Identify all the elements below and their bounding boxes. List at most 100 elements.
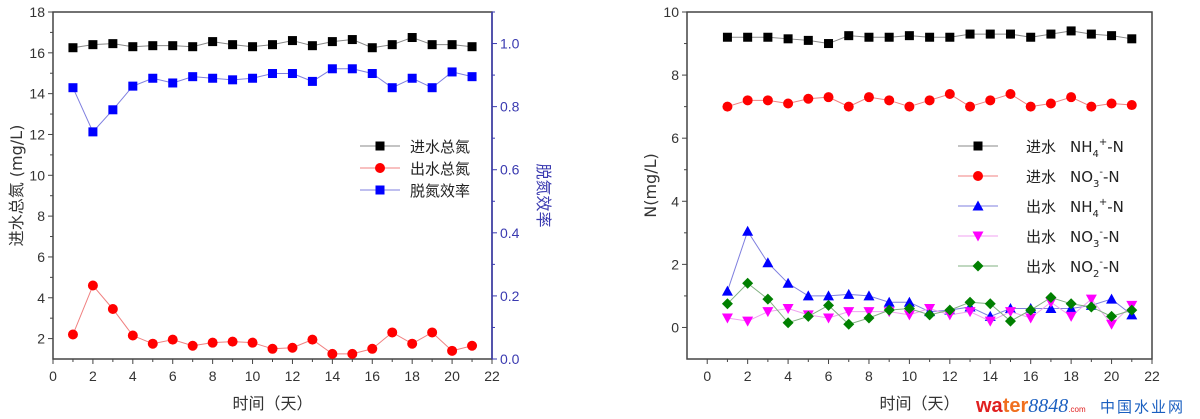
- data-point: [1025, 313, 1037, 324]
- data-point: [467, 42, 477, 52]
- y2-tick-label: 0.0: [500, 351, 520, 367]
- y-tick-label: 8: [671, 67, 679, 83]
- x-tick-label: 4: [784, 368, 792, 384]
- data-point: [108, 105, 118, 115]
- legend-marker: [375, 185, 385, 195]
- y-axis-label: 进水总氮 (mg/L): [7, 125, 26, 247]
- legend-label: 进水总氮: [410, 138, 470, 156]
- legend-entry: 进水总氮: [360, 138, 470, 156]
- data-point: [843, 288, 855, 299]
- watermark-brand: water8848.com: [975, 395, 1086, 417]
- data-point: [168, 41, 178, 51]
- x-tick-label: 16: [1023, 368, 1039, 384]
- legend-formula-tail: -N: [1103, 258, 1120, 276]
- legend-formula-base: NO: [1070, 258, 1093, 276]
- data-point: [88, 40, 98, 50]
- legend-formula-base: NO: [1070, 228, 1093, 246]
- x-tick-label: 6: [825, 368, 833, 384]
- y2-tick-label: 0.6: [500, 162, 520, 178]
- data-point: [783, 34, 793, 44]
- data-point: [207, 337, 218, 348]
- data-point: [1045, 98, 1056, 109]
- data-point: [1086, 29, 1096, 39]
- data-point: [762, 307, 774, 318]
- data-point: [742, 316, 754, 327]
- data-point: [884, 95, 895, 106]
- series-1: [722, 89, 1137, 112]
- data-point: [1086, 101, 1097, 112]
- data-point: [167, 334, 178, 345]
- data-point: [1045, 303, 1057, 314]
- data-point: [903, 310, 915, 321]
- data-point: [187, 340, 198, 351]
- x-tick-label: 8: [865, 368, 873, 384]
- data-point: [864, 32, 874, 42]
- legend-label: 出水总氮: [410, 160, 470, 178]
- data-point: [287, 69, 297, 79]
- x-tick-label: 18: [404, 368, 420, 384]
- data-point: [1046, 29, 1056, 39]
- x-axis-label: 时间（天）: [232, 394, 312, 413]
- data-point: [964, 307, 976, 318]
- data-point: [1025, 304, 1037, 316]
- watermark-brand-a: wa: [975, 395, 1004, 417]
- data-point: [924, 309, 936, 321]
- legend-formula-base: NH: [1070, 138, 1093, 156]
- legend-formula-tail: -N: [1107, 138, 1124, 156]
- data-point: [307, 76, 317, 86]
- y2-tick-label: 0.2: [500, 288, 520, 304]
- data-point: [407, 33, 417, 43]
- legend-formula-tail: -N: [1103, 168, 1120, 186]
- y-tick-label: 14: [29, 86, 45, 102]
- data-point: [427, 327, 438, 338]
- data-point: [1065, 298, 1077, 310]
- data-point: [802, 310, 814, 322]
- data-point: [128, 81, 138, 91]
- y-tick-label: 18: [29, 4, 45, 20]
- x-tick-label: 16: [364, 368, 380, 384]
- data-point: [843, 307, 855, 318]
- data-point: [1066, 26, 1076, 36]
- data-point: [722, 101, 733, 112]
- y2-tick-label: 0.4: [500, 225, 520, 241]
- data-point: [742, 225, 754, 236]
- data-point: [803, 35, 813, 45]
- data-point: [347, 35, 357, 45]
- data-point: [148, 41, 158, 51]
- data-point: [945, 32, 955, 42]
- legend-formula-tail: -N: [1107, 198, 1124, 216]
- watermark-cn: 中国水业网: [1100, 398, 1185, 416]
- legend-formula-sub: 4: [1093, 209, 1099, 220]
- x-tick-label: 10: [902, 368, 918, 384]
- y2-axis-label: 脱氮效率: [534, 163, 553, 227]
- watermark-logo: water8848.com 中国水业网: [975, 395, 1185, 417]
- data-point: [427, 40, 437, 50]
- legend-entry: 进水 NO3--N: [958, 167, 1120, 190]
- legend-formula: NO2--N: [1070, 257, 1120, 280]
- data-point: [188, 72, 198, 82]
- data-point: [467, 72, 477, 82]
- data-point: [944, 304, 956, 316]
- data-point: [924, 95, 935, 106]
- data-point: [127, 330, 138, 341]
- legend-formula-sup: -: [1099, 227, 1103, 238]
- data-point: [721, 285, 733, 296]
- legend-marker: [973, 141, 983, 151]
- data-point: [287, 342, 298, 353]
- data-point: [964, 296, 976, 308]
- data-point: [1106, 293, 1118, 304]
- data-point: [925, 32, 935, 42]
- x-tick-label: 14: [982, 368, 998, 384]
- data-point: [721, 298, 733, 310]
- data-point: [1066, 92, 1077, 103]
- data-point: [965, 101, 976, 112]
- data-point: [387, 83, 397, 93]
- watermark-brand-d: .com: [1068, 405, 1086, 414]
- legend-formula-base: NO: [1070, 168, 1093, 186]
- y-tick-label: 10: [663, 4, 679, 20]
- data-point: [904, 101, 915, 112]
- x-tick-label: 0: [703, 368, 711, 384]
- y-tick-label: 10: [29, 167, 45, 183]
- data-point: [763, 32, 773, 42]
- y-tick-label: 4: [37, 290, 45, 306]
